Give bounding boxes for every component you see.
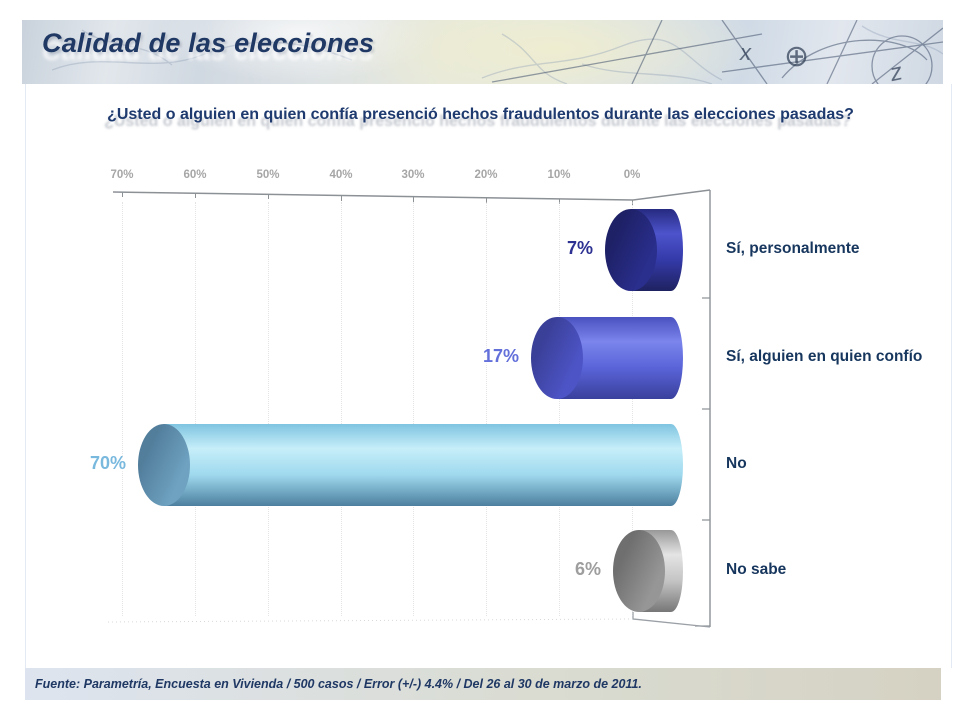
gridline <box>486 202 487 616</box>
slide-footer: Fuente: Parametría, Encuesta en Vivienda… <box>25 668 941 700</box>
cylinder-cap <box>613 530 665 612</box>
axis-tick-label: 10% <box>547 169 571 181</box>
gridline <box>195 202 196 616</box>
gridline <box>559 202 560 616</box>
axis-tick-mark <box>341 196 342 201</box>
cylinder-cap <box>138 424 190 506</box>
axis-tick-label: 70% <box>110 169 134 181</box>
category-label: No <box>726 455 747 472</box>
bar-cylinder <box>138 424 683 506</box>
axis-tick-label: 20% <box>474 169 498 181</box>
axis-tick-label: 0% <box>623 169 641 181</box>
value-label: 70% <box>89 453 126 473</box>
value-label: 17% <box>482 346 519 366</box>
category-axis-ticks <box>695 297 710 627</box>
axis-tick-label: 30% <box>401 169 425 181</box>
floor-edge-line <box>632 612 711 628</box>
floor-front-edge <box>107 618 634 623</box>
gridline <box>632 202 633 616</box>
bar-cylinder <box>613 530 683 612</box>
content-frame <box>25 84 952 668</box>
category-label: Sí, personalmente <box>726 240 860 257</box>
gridline <box>122 202 123 616</box>
cylinder-cap <box>531 317 583 399</box>
axis-tick-mark <box>195 193 196 198</box>
source-note: Fuente: Parametría, Encuesta en Vivienda… <box>35 677 642 691</box>
axis-tick-label: 50% <box>256 169 280 181</box>
axis-tick-mark <box>486 198 487 203</box>
gridline <box>341 202 342 616</box>
category-label: Sí, alguien en quien confío <box>726 348 923 365</box>
top-axis-line <box>112 189 711 201</box>
value-label: 6% <box>574 559 601 579</box>
bar-cylinder <box>531 317 683 399</box>
cylinder-cap <box>605 209 657 291</box>
chart-question-title: ¿Usted o alguien en quien confía presenc… <box>107 106 854 123</box>
gridline <box>413 202 414 616</box>
cylinder-body <box>164 424 683 506</box>
axis-tick-mark <box>268 194 269 199</box>
category-label: No sabe <box>726 561 787 578</box>
axis-tick-mark <box>559 199 560 204</box>
slide-title: Calidad de las elecciones <box>42 28 375 58</box>
axis-tick-mark <box>413 197 414 202</box>
value-label: 7% <box>566 238 593 258</box>
axis-tick-mark <box>122 192 123 197</box>
axis-tick-label: 40% <box>329 169 353 181</box>
gridline <box>268 202 269 616</box>
axis-tick-label: 60% <box>183 169 207 181</box>
bar-cylinder <box>605 209 683 291</box>
